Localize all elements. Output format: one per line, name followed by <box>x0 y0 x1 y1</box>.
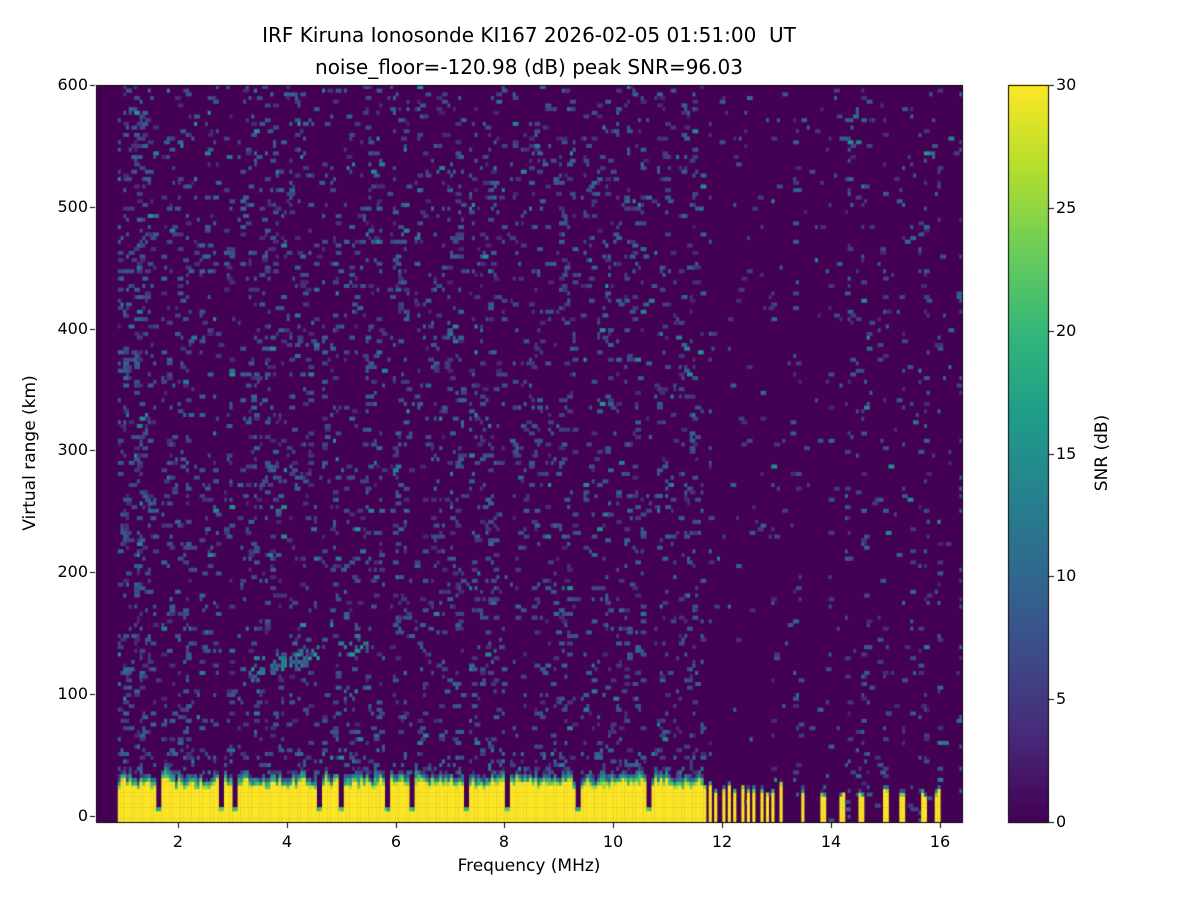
y-tick-label: 400 <box>57 319 88 338</box>
x-tick-label: 10 <box>602 832 624 851</box>
y-tick-label: 600 <box>57 75 88 94</box>
x-tick-label: 12 <box>711 832 733 851</box>
x-tick-label: 4 <box>281 832 293 851</box>
figure-title-line2: noise_floor=-120.98 (dB) peak SNR=96.03 <box>315 55 743 79</box>
colorbar-tick-label: 25 <box>1056 198 1077 217</box>
y-tick-label: 200 <box>57 562 88 581</box>
colorbar-tick-label: 30 <box>1056 75 1077 94</box>
x-tick-label: 2 <box>172 832 184 851</box>
y-tick-label: 300 <box>57 440 88 459</box>
colorbar-tick-label: 15 <box>1056 444 1077 463</box>
x-tick-label: 6 <box>390 832 402 851</box>
y-tick-label: 100 <box>57 684 88 703</box>
colorbar-tick-label: 5 <box>1056 689 1067 708</box>
y-tick-label: 500 <box>57 197 88 216</box>
colorbar-label: SNR (dB) <box>1092 414 1112 492</box>
x-axis-label: Frequency (MHz) <box>457 856 601 876</box>
x-tick-label: 8 <box>498 832 510 851</box>
colorbar-tick-label: 0 <box>1056 812 1067 831</box>
figure-title-line1: IRF Kiruna Ionosonde KI167 2026-02-05 01… <box>262 23 796 47</box>
x-tick-label: 16 <box>929 832 951 851</box>
colorbar-tick-label: 20 <box>1056 321 1077 340</box>
y-tick-label: 0 <box>77 806 88 825</box>
x-tick-label: 14 <box>820 832 842 851</box>
colorbar-tick-label: 10 <box>1056 566 1077 585</box>
